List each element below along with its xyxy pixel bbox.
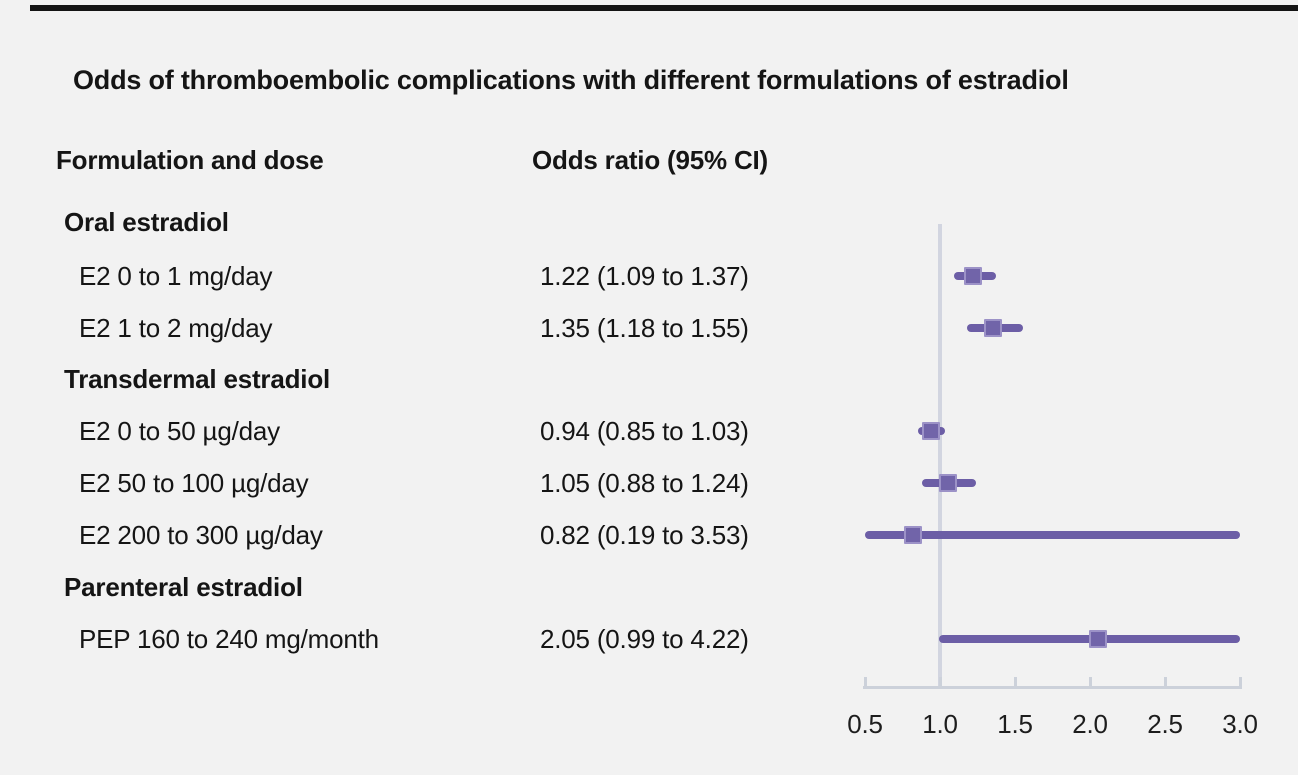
row-label: E2 1 to 2 mg/day [79, 313, 273, 343]
row-label: PEP 160 to 240 mg/month [79, 624, 379, 654]
row-odds-ratio-value: 0.94 (0.85 to 1.03) [540, 416, 749, 446]
point-estimate-marker [964, 267, 982, 285]
row-label: E2 0 to 1 mg/day [79, 261, 273, 291]
group-label: Transdermal estradiol [64, 364, 331, 394]
column-header-odds-ratio: Odds ratio (95% CI) [532, 145, 769, 175]
point-estimate-marker [922, 422, 940, 440]
x-axis-tick [863, 677, 867, 686]
point-estimate-marker [938, 474, 957, 492]
reference-line [938, 224, 942, 689]
x-axis-tick-label: 1.5 [997, 709, 1033, 739]
row-label: E2 200 to 300 µg/day [79, 520, 323, 550]
x-axis-tick [1013, 677, 1017, 686]
x-axis-tick-label: 1.0 [922, 709, 958, 739]
row-odds-ratio-value: 0.82 (0.19 to 3.53) [540, 520, 749, 550]
row-odds-ratio-value: 1.35 (1.18 to 1.55) [540, 313, 749, 343]
x-axis-tick-label: 2.0 [1072, 709, 1108, 739]
point-estimate-marker [983, 319, 1002, 337]
x-axis-tick [1088, 677, 1092, 686]
point-estimate-marker [1088, 630, 1107, 648]
point-estimate-marker [904, 526, 922, 544]
group-label: Oral estradiol [64, 207, 229, 237]
figure-title: Odds of thromboembolic complications wit… [73, 65, 1069, 95]
x-axis-tick-label: 2.5 [1147, 709, 1183, 739]
row-odds-ratio-value: 2.05 (0.99 to 4.22) [540, 624, 749, 654]
row-odds-ratio-value: 1.05 (0.88 to 1.24) [540, 468, 749, 498]
x-axis-tick-label: 0.5 [847, 709, 883, 739]
group-label: Parenteral estradiol [64, 572, 303, 602]
x-axis-line [863, 686, 1242, 689]
top-rule [30, 5, 1298, 11]
x-axis-tick-label: 3.0 [1222, 709, 1258, 739]
x-axis-tick [1163, 677, 1167, 686]
row-odds-ratio-value: 1.22 (1.09 to 1.37) [540, 261, 749, 291]
column-header-formulation: Formulation and dose [56, 145, 324, 175]
row-label: E2 0 to 50 µg/day [79, 416, 280, 446]
row-label: E2 50 to 100 µg/day [79, 468, 309, 498]
confidence-interval-line [865, 531, 1240, 539]
x-axis-tick [1238, 677, 1242, 686]
x-axis-tick [938, 677, 942, 686]
